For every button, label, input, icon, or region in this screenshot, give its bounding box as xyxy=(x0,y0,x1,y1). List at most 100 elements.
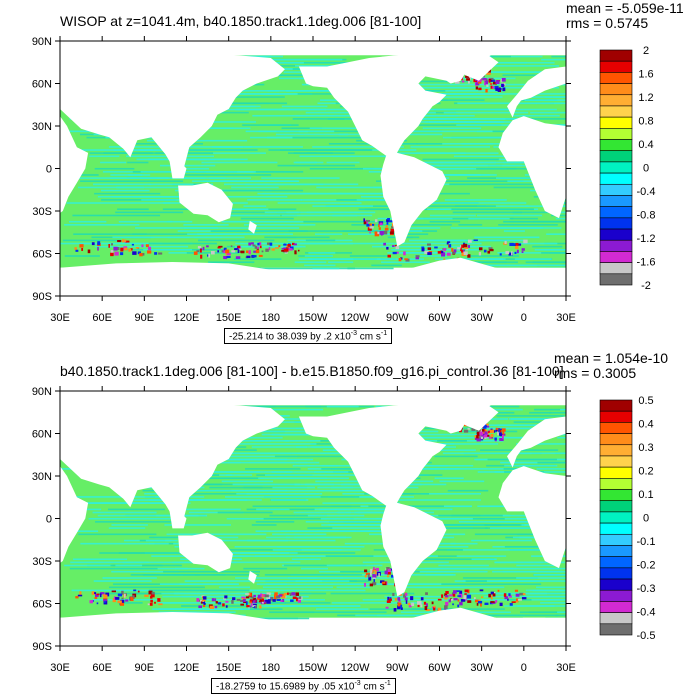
field-band xyxy=(476,458,499,461)
field-cell xyxy=(523,239,528,244)
field-cell xyxy=(499,253,502,256)
field-band xyxy=(108,586,205,589)
y-tick-label: 90N xyxy=(32,386,52,398)
field-band xyxy=(292,464,338,467)
field-band xyxy=(444,199,507,201)
field-cell xyxy=(115,597,120,600)
field-band xyxy=(421,493,481,495)
map-field xyxy=(60,41,566,296)
field-cell xyxy=(121,597,124,600)
field-cell xyxy=(452,594,456,597)
field-band xyxy=(429,90,505,92)
field-cell xyxy=(507,598,509,601)
field-cell xyxy=(294,250,297,255)
field-band xyxy=(309,127,384,130)
field-cell xyxy=(513,601,519,603)
field-band xyxy=(477,214,543,217)
field-cell xyxy=(256,246,259,249)
field-band xyxy=(474,236,540,239)
field-cell xyxy=(283,592,288,595)
field-cell xyxy=(421,246,425,249)
field-cell xyxy=(420,597,424,601)
field-band xyxy=(256,183,312,186)
field-band xyxy=(183,224,229,226)
field-cell xyxy=(367,227,372,231)
field-band xyxy=(231,186,279,189)
field-cell xyxy=(75,596,79,599)
field-cell xyxy=(276,598,281,602)
field-band xyxy=(273,592,327,595)
field-band xyxy=(340,570,420,573)
field-cell xyxy=(241,596,246,599)
field-cell xyxy=(240,250,245,253)
field-band xyxy=(183,477,260,480)
field-band xyxy=(336,586,371,589)
field-band xyxy=(409,239,466,242)
field-band xyxy=(173,592,228,595)
field-cell xyxy=(475,437,477,440)
mean-stat: mean = 1.054e-10 xyxy=(554,350,669,366)
field-cell xyxy=(232,597,236,601)
land-mask xyxy=(298,399,496,508)
field-band xyxy=(298,130,335,133)
field-band xyxy=(497,252,566,254)
field-cell xyxy=(494,437,497,441)
field-band xyxy=(281,105,328,108)
field-band xyxy=(423,217,514,220)
field-band xyxy=(261,433,318,436)
field-cell xyxy=(367,573,370,578)
field-cell xyxy=(384,227,389,231)
field-cell xyxy=(237,249,240,253)
field-band xyxy=(473,405,520,408)
field-band xyxy=(505,118,566,120)
field-cell xyxy=(466,78,470,81)
field-cell xyxy=(483,437,487,439)
field-band xyxy=(391,248,443,251)
field-cell xyxy=(475,82,480,86)
land-mask xyxy=(298,49,496,158)
field-cell xyxy=(499,428,503,431)
colorbar-swatch xyxy=(599,228,633,241)
field-band xyxy=(148,589,250,592)
field-cell xyxy=(124,593,126,598)
field-cell xyxy=(378,573,380,577)
field-cell xyxy=(371,570,374,574)
field-cell xyxy=(158,252,163,255)
field-band xyxy=(243,233,293,235)
field-cell xyxy=(274,595,276,599)
field-band xyxy=(391,121,454,123)
field-cell xyxy=(508,252,513,256)
field-cell xyxy=(491,601,496,604)
field-cell xyxy=(245,250,249,254)
field-band xyxy=(510,217,538,220)
field-cell xyxy=(223,256,228,260)
field-cell xyxy=(392,245,395,247)
field-cell xyxy=(237,245,241,249)
field-cell xyxy=(259,245,262,249)
field-cell xyxy=(397,602,402,607)
field-band xyxy=(97,514,183,517)
x-tick-label: 60E xyxy=(92,662,112,674)
field-cell xyxy=(226,253,231,256)
field-cell xyxy=(254,245,258,249)
field-band xyxy=(205,598,244,601)
field-cell xyxy=(379,222,383,226)
field-band xyxy=(184,580,251,582)
field-band xyxy=(557,611,566,614)
field-cell xyxy=(498,87,502,91)
field-band xyxy=(263,418,306,420)
field-band xyxy=(471,558,497,561)
field-band xyxy=(421,558,452,561)
field-band xyxy=(530,111,566,114)
field-cell xyxy=(492,430,496,433)
field-cell xyxy=(441,250,444,254)
field-band xyxy=(486,427,566,430)
field-band xyxy=(277,164,355,167)
field-band xyxy=(305,111,380,114)
field-cell xyxy=(260,593,263,597)
field-cell xyxy=(449,244,452,248)
field-cell xyxy=(373,582,377,586)
field-band xyxy=(198,539,289,542)
field-cell xyxy=(443,258,446,261)
field-band xyxy=(541,58,566,61)
